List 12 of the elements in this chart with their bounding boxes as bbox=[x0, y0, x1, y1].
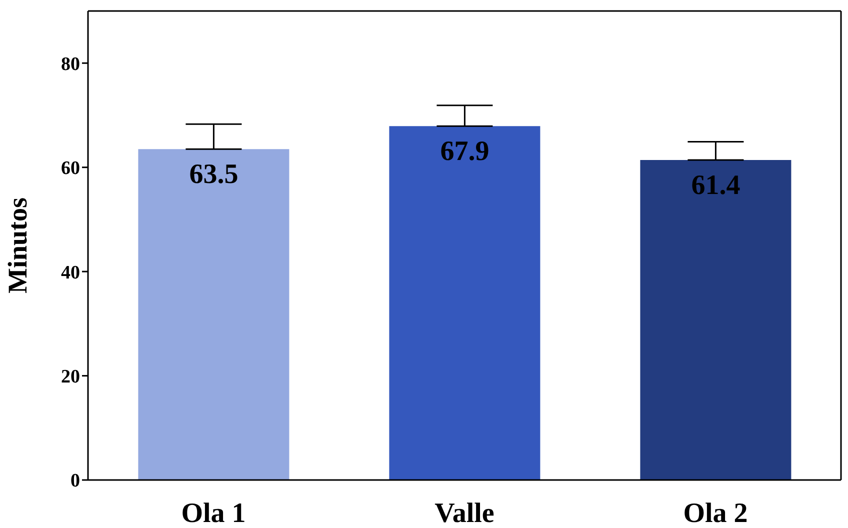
data-label: 63.5 bbox=[189, 158, 238, 190]
data-label: 67.9 bbox=[440, 136, 490, 168]
x-tick-label: Ola 1 bbox=[181, 498, 246, 528]
y-axis-title: Minutos bbox=[2, 197, 33, 294]
x-tick-label: Ola 2 bbox=[683, 498, 748, 528]
y-tick-label: 40 bbox=[61, 262, 80, 284]
y-tick-label: 20 bbox=[61, 366, 80, 388]
y-tick-label: 60 bbox=[61, 158, 80, 180]
y-tick-label: 0 bbox=[70, 470, 80, 492]
x-tick-label: Valle bbox=[434, 498, 494, 528]
data-label: 61.4 bbox=[691, 170, 740, 201]
y-tick-label: 80 bbox=[61, 54, 80, 75]
